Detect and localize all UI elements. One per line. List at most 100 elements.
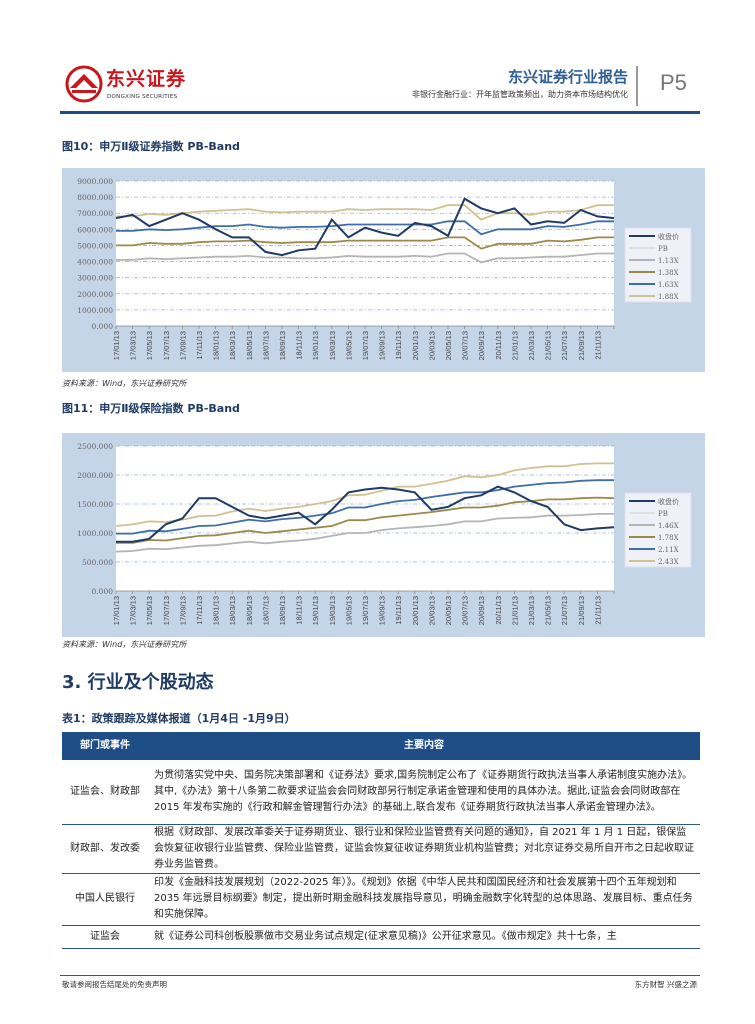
x-tick-label: 19/09/13 xyxy=(378,331,387,360)
department-cell: 财政部、发改委 xyxy=(62,824,148,874)
legend-label: 1.46X xyxy=(658,522,679,530)
x-tick-label: 21/05/13 xyxy=(544,596,553,625)
legend-label: 收盘价 xyxy=(658,232,679,241)
footer-rule xyxy=(60,975,700,976)
x-tick-label: 20/07/13 xyxy=(461,331,470,360)
header-rule xyxy=(60,111,700,114)
series-line-收盘价 xyxy=(115,197,615,257)
x-tick-label: 21/01/13 xyxy=(510,331,519,360)
y-tick-label: 7000.000 xyxy=(77,209,113,218)
series-line-2.11X xyxy=(116,479,614,535)
policy-table: 部门或事件 主要内容 证监会、财政部 为贯彻落实党中央、国务院决策部署和《证券法… xyxy=(62,732,700,949)
series-line-1.13X xyxy=(116,252,614,264)
x-tick-label: 21/03/13 xyxy=(527,331,536,360)
x-tick-label: 19/03/13 xyxy=(328,331,337,360)
y-tick-label: 2000.000 xyxy=(77,290,113,299)
footer-slogan: 东方财智 兴盛之源 xyxy=(634,980,697,989)
x-tick-label: 18/05/13 xyxy=(245,596,254,625)
x-tick-label: 17/01/13 xyxy=(112,331,121,360)
y-tick-label: 6000.000 xyxy=(77,225,113,234)
section-heading: 3. 行业及个股动态 xyxy=(62,672,214,693)
department-cell: 证监会、财政部 xyxy=(62,760,148,825)
legend-label: 1.78X xyxy=(658,534,679,542)
legend-label: PB xyxy=(658,245,668,253)
header-divider xyxy=(636,66,638,106)
x-tick-label: 18/01/13 xyxy=(212,596,221,625)
page-number: P5 xyxy=(660,70,687,95)
x-tick-label: 18/09/13 xyxy=(278,331,287,360)
x-tick-label: 20/11/13 xyxy=(494,331,503,360)
content-cell: 为贯彻落实党中央、国务院决策部署和《证券法》要求,国务院制定公布了《证券期货行政… xyxy=(148,760,700,825)
x-tick-label: 21/09/13 xyxy=(577,596,586,625)
x-tick-label: 20/03/13 xyxy=(427,596,436,625)
department-cell: 中国人民银行 xyxy=(62,873,148,926)
x-tick-label: 17/09/13 xyxy=(178,331,187,360)
legend-label: 1.63X xyxy=(658,281,679,289)
table-row: 财政部、发改委 根据《财政部、发展改革委关于证券期货业、银行业和保险业监管费有关… xyxy=(62,824,700,874)
x-tick-label: 18/11/13 xyxy=(295,596,304,625)
legend-label: PB xyxy=(658,510,668,518)
x-tick-label: 19/07/13 xyxy=(361,331,370,360)
x-tick-label: 17/03/13 xyxy=(129,331,138,360)
legend-label: 1.88X xyxy=(658,293,679,301)
legend-label: 2.43X xyxy=(658,558,679,566)
series-line-1.38X xyxy=(116,236,614,250)
y-tick-label: 9000.000 xyxy=(77,177,113,186)
x-tick-label: 18/07/13 xyxy=(261,596,270,625)
figure10-title: 图10：申万Ⅱ级证券指数 PB-Band xyxy=(62,140,240,153)
y-tick-label: 3000.000 xyxy=(77,274,113,283)
column-header: 主要内容 xyxy=(148,732,700,760)
x-tick-label: 21/11/13 xyxy=(593,596,602,625)
series-line-收盘价 xyxy=(116,485,615,543)
y-tick-label: 2500.000 xyxy=(77,442,113,451)
content-cell: 印发《金融科技发展规划（2022-2025 年）》。《规划》依据《中华人民共和国… xyxy=(148,873,700,926)
x-tick-label: 20/03/13 xyxy=(427,331,436,360)
legend-label: 1.38X xyxy=(658,269,679,277)
table-row: 证监会 就《证券公司科创板股票做市交易业务试点规定(征求意见稿)》公开征求意见。… xyxy=(62,925,700,949)
y-tick-label: 1000.000 xyxy=(77,306,113,315)
legend-box xyxy=(624,227,692,303)
y-tick-label: 4000.000 xyxy=(77,258,113,267)
x-tick-label: 19/11/13 xyxy=(394,596,403,625)
x-tick-label: 20/01/13 xyxy=(411,331,420,360)
logo-subtext: DONGXING SECURITIES xyxy=(107,94,178,100)
x-tick-label: 20/05/13 xyxy=(444,596,453,625)
y-tick-label: 1000.000 xyxy=(77,529,113,538)
legend-label: 收盘价 xyxy=(658,497,679,506)
x-tick-label: 20/11/13 xyxy=(494,596,503,625)
x-tick-label: 19/05/13 xyxy=(344,331,353,360)
x-tick-label: 18/05/13 xyxy=(245,331,254,360)
series-line-2.43X xyxy=(115,462,614,527)
y-tick-label: 8000.000 xyxy=(77,193,113,202)
x-tick-label: 20/09/13 xyxy=(477,596,486,625)
x-tick-label: 18/03/13 xyxy=(228,331,237,360)
x-tick-label: 20/07/13 xyxy=(461,596,470,625)
x-tick-label: 17/11/13 xyxy=(195,331,204,360)
y-tick-label: 500.000 xyxy=(82,558,113,567)
x-tick-label: 21/01/13 xyxy=(510,596,519,625)
table-header-row: 部门或事件 主要内容 xyxy=(62,732,700,760)
figure11-title: 图11：申万Ⅱ级保险指数 PB-Band xyxy=(62,402,240,415)
x-tick-label: 18/03/13 xyxy=(228,596,237,625)
y-tick-label: 5000.000 xyxy=(77,241,113,250)
report-subtitle: 非银行金融行业：开年监管政策频出，助力资本市场结构优化 xyxy=(412,90,628,99)
x-tick-label: 19/07/13 xyxy=(361,596,370,625)
figure10-source: 资料来源：Wind，东兴证券研究所 xyxy=(62,379,187,388)
y-tick-label: 0.000 xyxy=(92,322,114,331)
table-row: 中国人民银行 印发《金融科技发展规划（2022-2025 年）》。《规划》依据《… xyxy=(62,873,700,926)
x-tick-label: 18/07/13 xyxy=(261,331,270,360)
x-tick-label: 20/05/13 xyxy=(444,331,453,360)
y-tick-label: 1500.000 xyxy=(77,500,113,509)
x-tick-label: 17/05/13 xyxy=(145,596,154,625)
logo-icon xyxy=(65,65,103,103)
plot-area xyxy=(116,446,614,591)
legend-label: 1.13X xyxy=(658,257,679,265)
x-tick-label: 21/09/13 xyxy=(577,331,586,360)
y-tick-label: 0.000 xyxy=(92,587,114,596)
disclaimer-note: 敬请参阅报告结尾处的免责声明 xyxy=(62,980,167,989)
x-tick-label: 20/01/13 xyxy=(411,596,420,625)
x-tick-label: 17/07/13 xyxy=(162,596,171,625)
x-tick-label: 18/09/13 xyxy=(278,596,287,625)
x-tick-label: 19/01/13 xyxy=(311,331,320,360)
